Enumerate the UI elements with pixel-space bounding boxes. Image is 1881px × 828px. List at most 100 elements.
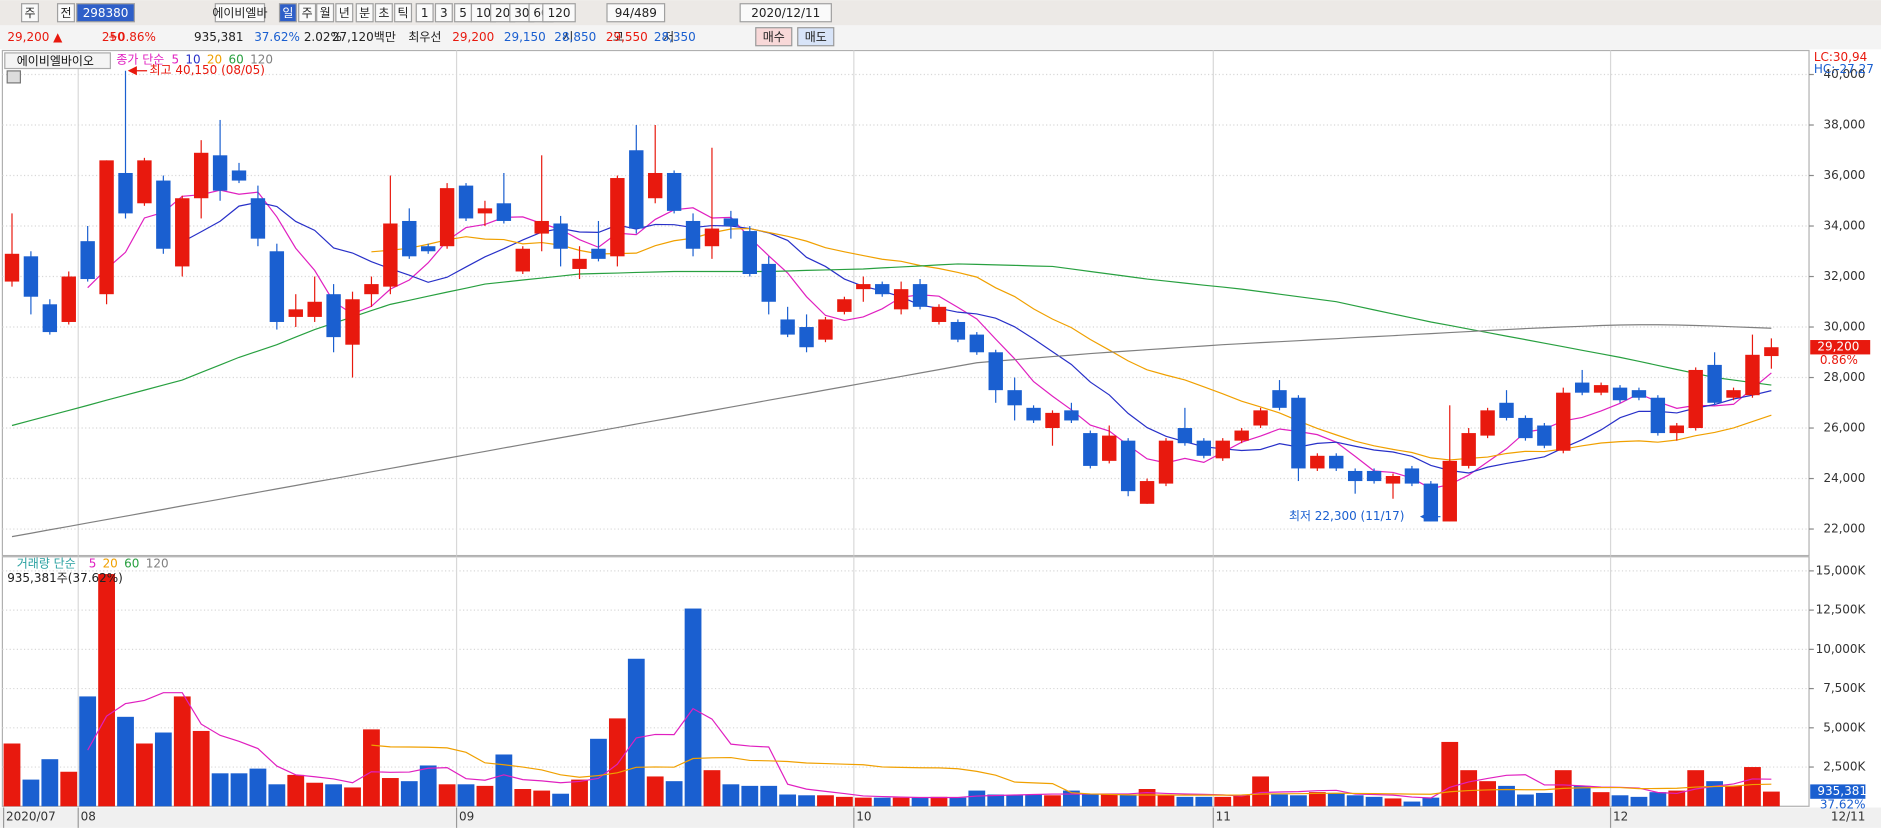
toolbar-button[interactable] <box>316 3 335 23</box>
toolbar-button[interactable] <box>542 3 576 23</box>
candle-body <box>193 152 209 199</box>
x-tick-label: 12 <box>1613 810 1628 824</box>
toolbar-label[interactable]: 20 <box>495 6 510 20</box>
trade-button[interactable] <box>797 27 835 47</box>
toolbar-label[interactable]: 주 <box>24 6 35 20</box>
toolbar-button[interactable] <box>56 3 75 23</box>
volume-bar <box>608 718 626 807</box>
volume-bar <box>268 784 286 807</box>
volume-bar <box>949 797 967 807</box>
toolbar-button[interactable] <box>739 3 832 23</box>
y-tick-label: 38,000 <box>1823 118 1865 132</box>
volume-bar <box>22 779 40 807</box>
toolbar-button[interactable] <box>606 3 666 23</box>
volume-bar <box>892 797 910 807</box>
candle-body <box>212 155 228 191</box>
toolbar-button[interactable] <box>374 3 393 23</box>
x-tick-label: 08 <box>81 810 96 824</box>
toolbar-label[interactable]: 3 <box>440 6 448 20</box>
info-text: 저 <box>663 30 674 44</box>
volume-bar <box>1630 796 1648 807</box>
volume-bar <box>41 759 59 807</box>
candle-body <box>1139 481 1155 504</box>
toolbar-label[interactable]: 298380 <box>83 6 129 20</box>
toolbar-button[interactable] <box>335 3 354 23</box>
candle-body <box>648 172 663 199</box>
candle-body <box>345 299 360 345</box>
toolbar-button[interactable] <box>214 3 266 23</box>
candle-body <box>1726 390 1741 398</box>
trade-button-label[interactable]: 매도 <box>805 30 827 44</box>
volume-bar <box>835 796 853 807</box>
volume-subtitle: 935,381주(37.62%) <box>7 571 123 585</box>
toolbar-label[interactable]: 전 <box>60 6 71 20</box>
volume-bar <box>911 797 929 807</box>
toolbar-button[interactable] <box>434 3 453 23</box>
y-tick-label: 5,000K <box>1823 720 1866 734</box>
toolbar-label[interactable]: 10 <box>476 6 491 20</box>
volume-bar <box>1271 794 1288 807</box>
info-text: +0.86% <box>108 30 156 44</box>
toolbar-label[interactable]: 94/489 <box>615 6 657 20</box>
toolbar-button[interactable] <box>76 3 135 23</box>
candle-body <box>1650 397 1666 434</box>
candle-body <box>42 304 58 333</box>
legend-label: 종가 단순 <box>116 53 164 67</box>
y-tick-label: 10,000K <box>1816 642 1867 656</box>
volume-bar <box>60 771 78 807</box>
candle-body <box>723 218 739 227</box>
trade-button[interactable] <box>755 27 793 47</box>
candle-body <box>1083 433 1098 466</box>
toolbar-button[interactable] <box>278 3 297 23</box>
toolbar-label[interactable]: 5 <box>459 6 467 20</box>
volume-bar <box>854 797 872 807</box>
toolbar-label[interactable]: 120 <box>548 6 571 20</box>
candle-body <box>383 223 398 287</box>
toolbar-label[interactable]: 분 <box>359 6 370 20</box>
y-tick-label: 36,000 <box>1823 168 1865 182</box>
volume-bar <box>760 785 778 807</box>
volume-bar <box>476 785 494 807</box>
candle-body <box>610 178 625 257</box>
toolbar-label[interactable]: 30 <box>514 6 529 20</box>
volume-bar <box>1308 792 1326 807</box>
candle-body <box>402 220 417 257</box>
toolbar-button[interactable] <box>355 3 374 23</box>
info-text: 최우선 <box>408 30 441 44</box>
legend-entry: 120 <box>250 53 273 67</box>
toolbar-label[interactable]: 틱 <box>398 6 409 20</box>
toolbar-label[interactable]: 초 <box>378 6 389 20</box>
candle-body <box>534 220 549 234</box>
toolbar-label[interactable]: 주 <box>302 6 313 20</box>
toolbar-label[interactable]: 월 <box>320 6 331 20</box>
candle-body <box>439 188 455 247</box>
toolbar-label[interactable]: 일 <box>282 6 293 20</box>
volume-bar <box>306 782 324 807</box>
info-bar <box>0 25 1881 50</box>
volume-bar <box>1517 794 1534 807</box>
info-text: 29,550 <box>606 30 648 44</box>
toolbar-button[interactable] <box>298 3 317 23</box>
toolbar-button[interactable] <box>394 3 413 23</box>
volume-bar <box>1498 785 1515 807</box>
volume-bar <box>495 754 513 807</box>
legend-entry: 20 <box>207 53 222 67</box>
volume-bar <box>1290 795 1307 807</box>
toolbar-button[interactable] <box>415 3 434 23</box>
candle-body <box>118 172 133 214</box>
toolbar-label[interactable]: 년 <box>339 6 350 20</box>
candle-body <box>572 258 587 269</box>
candle-body <box>477 208 493 214</box>
candle-body <box>99 160 114 295</box>
toolbar-button[interactable] <box>20 3 39 23</box>
toolbar-label[interactable]: 에이비엘바 <box>212 6 267 20</box>
candle-body <box>137 160 152 204</box>
trade-button-label[interactable]: 매수 <box>763 30 785 44</box>
info-text: 935,381 <box>194 30 244 44</box>
info-text: 2.02% <box>304 30 342 44</box>
toolbar-label[interactable]: 2020/12/11 <box>751 6 820 20</box>
ma-line <box>87 189 1772 490</box>
toolbar-label[interactable]: 1 <box>421 6 429 20</box>
ma-line <box>181 201 1772 474</box>
